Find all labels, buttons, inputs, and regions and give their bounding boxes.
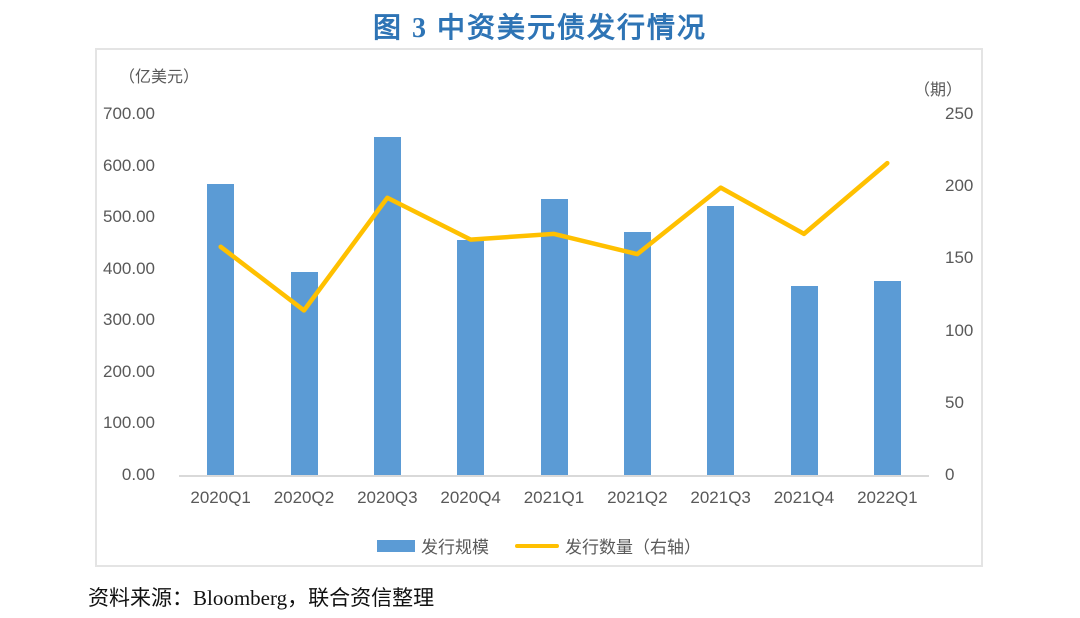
- issuance-count-polyline: [218, 160, 890, 313]
- left-axis-tick-label: 600.00: [103, 155, 155, 175]
- bar-2022Q1: [873, 280, 901, 475]
- line-series-swatch: [515, 543, 559, 548]
- plot-area: [179, 114, 929, 477]
- chart-frame: （亿美元） （期） 700.00 600.00 500.00 400.00 300.00…: [95, 48, 983, 567]
- right-axis-tick-label: 50: [945, 392, 964, 412]
- left-axis-tick-label: 500.00: [103, 207, 155, 227]
- x-axis-label-2020Q2: 2020Q2: [273, 488, 335, 507]
- x-axis-label-2021Q1: 2021Q1: [523, 488, 585, 507]
- bar-2020Q3: [373, 137, 401, 475]
- legend-label-issuance-scale: 发行规模: [421, 538, 489, 557]
- bar-2020Q1: [207, 183, 235, 475]
- right-axis-tick-label: 200: [945, 176, 974, 196]
- source-note: 资料来源：Bloomberg，联合资信整理: [88, 586, 435, 610]
- right-axis-tick-label: 150: [945, 248, 974, 268]
- bar-series-swatch: [377, 539, 415, 552]
- x-axis-label-2020Q4: 2020Q4: [440, 488, 501, 507]
- left-axis-tick-label: 700.00: [103, 104, 155, 123]
- right-axis-unit: （期）: [914, 82, 963, 99]
- left-axis-tick-label: 400.00: [103, 258, 155, 278]
- x-axis-label-2022Q1: 2022Q1: [857, 488, 918, 507]
- left-axis-unit: （亿美元）: [119, 69, 200, 86]
- bar-2020Q4: [457, 240, 485, 475]
- legend: 发行规模 发行数量（右轴）: [97, 533, 981, 558]
- bar-2021Q4: [790, 285, 818, 475]
- legend-item-issuance-scale: 发行规模: [377, 533, 489, 558]
- left-axis-tick-label: 200.00: [103, 361, 155, 381]
- legend-label-issuance-count: 发行数量（右轴）: [565, 538, 701, 557]
- x-axis-label-2020Q3: 2020Q3: [357, 488, 418, 507]
- right-axis-tick-label: 250: [945, 104, 974, 123]
- bar-2021Q2: [623, 231, 651, 475]
- legend-item-issuance-count: 发行数量（右轴）: [515, 533, 701, 558]
- x-axis-label-2021Q4: 2021Q4: [773, 488, 835, 507]
- chart-title: 图 3 中资美元债发行情况: [372, 13, 707, 44]
- left-axis-tick-label: 0.00: [121, 465, 155, 484]
- issuance-count-line: [218, 160, 890, 313]
- left-axis-tick-label: 100.00: [103, 413, 155, 433]
- bar-2021Q3: [707, 205, 735, 475]
- bar-2021Q1: [540, 198, 568, 475]
- right-axis-tick-label: 0: [945, 465, 955, 484]
- right-axis-tick-label: 100: [945, 320, 974, 340]
- x-axis-label-2020Q1: 2020Q1: [190, 488, 251, 507]
- left-axis-tick-label: 300.00: [103, 310, 155, 330]
- x-axis-label-2021Q3: 2021Q3: [690, 488, 751, 507]
- x-axis-label-2021Q2: 2021Q2: [607, 488, 668, 507]
